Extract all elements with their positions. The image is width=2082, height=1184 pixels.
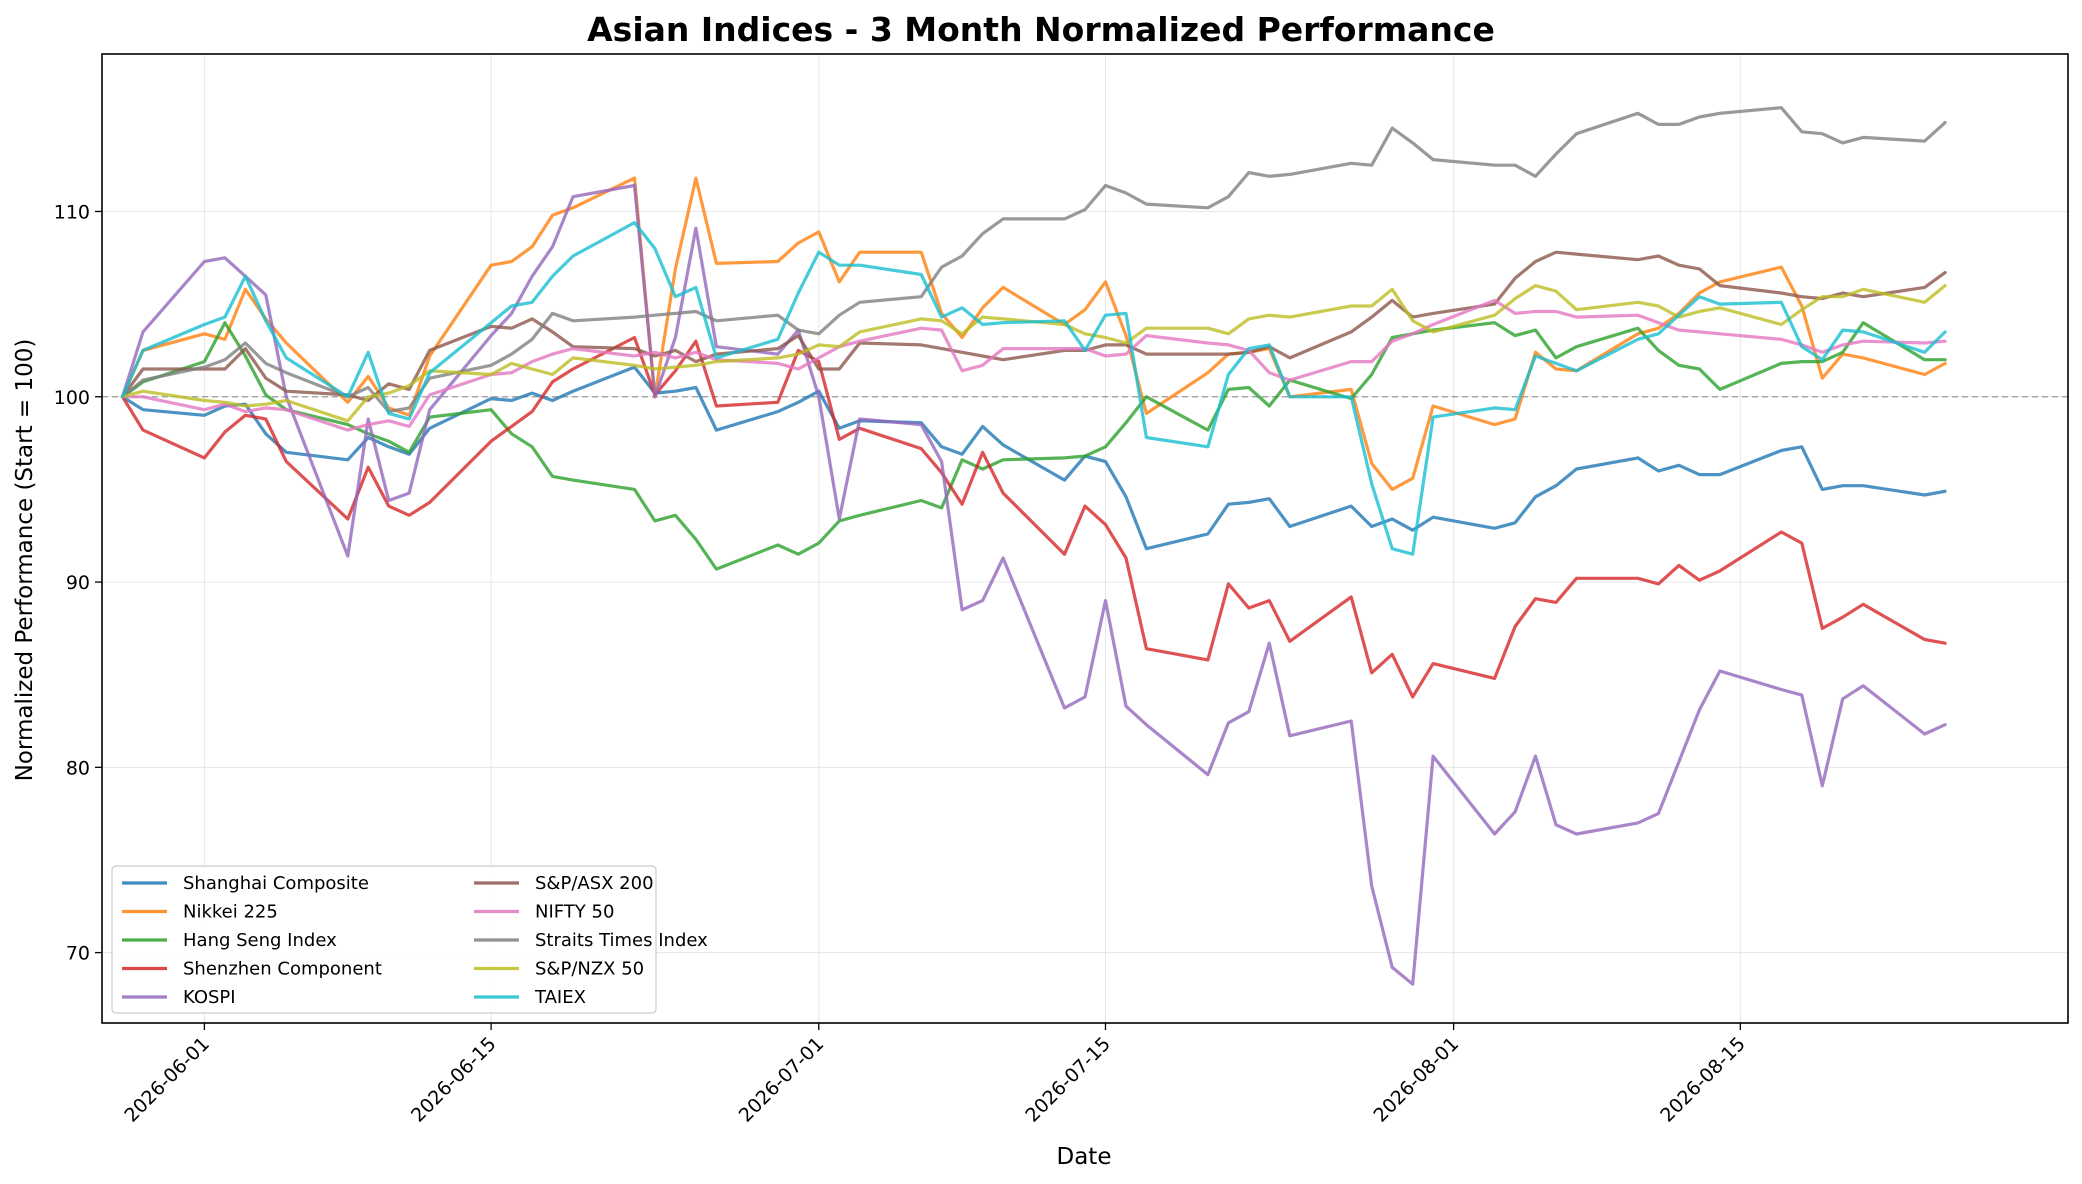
x-tick-label: 2026-08-01: [1370, 1033, 1464, 1127]
series-line-shenzhen-component: [120, 335, 1947, 699]
y-axis-label: Normalized Performance (Start = 100): [12, 339, 38, 782]
y-axis-ticks: 70 80 90 100 110: [54, 201, 102, 965]
x-axis-ticks: 2026-06-01 2026-06-15 2026-07-01 2026-07-15…: [120, 1023, 1750, 1127]
legend: Shanghai Composite Nikkei 225 Hang Seng In…: [111, 865, 708, 1014]
legend-label: Shenzhen Component: [183, 959, 382, 980]
series-line-kospi: [120, 183, 1947, 986]
legend-label: Straits Times Index: [535, 930, 708, 951]
series-line-nikkei-225: [120, 176, 1947, 491]
legend-label: KOSPI: [183, 987, 236, 1008]
y-tick-label: 100: [54, 387, 90, 409]
x-tick-label: 2026-06-01: [120, 1033, 214, 1127]
series-line-shanghai-composite: [120, 365, 1947, 551]
y-tick-label: 110: [54, 201, 90, 223]
series-line-s-p-asx-200: [120, 250, 1947, 403]
series-line-hang-seng-index: [120, 321, 1947, 571]
chart-title: Asian Indices - 3 Month Normalized Perfo…: [587, 10, 1495, 49]
legend-label: Nikkei 225: [183, 902, 278, 923]
x-axis-label: Date: [1057, 1144, 1112, 1170]
legend-label: S&P/ASX 200: [535, 873, 654, 894]
y-tick-label: 80: [66, 757, 90, 779]
x-tick-label: 2026-07-01: [735, 1033, 829, 1127]
legend-label: Shanghai Composite: [183, 873, 369, 894]
legend-label: Hang Seng Index: [183, 930, 337, 951]
legend-label: TAIEX: [534, 987, 586, 1008]
y-tick-label: 90: [66, 572, 90, 594]
series-line-taiex: [120, 221, 1947, 556]
x-tick-label: 2026-06-15: [407, 1033, 501, 1127]
plot-frame: [101, 53, 2069, 1024]
series-group: [120, 106, 1947, 986]
legend-frame: [111, 865, 657, 1014]
series-line-straits-times-index: [120, 106, 1947, 414]
x-tick-label: 2026-08-15: [1656, 1033, 1750, 1127]
legend-label: NIFTY 50: [535, 902, 614, 923]
series-line-nifty-50: [120, 298, 1947, 432]
legend-label: S&P/NZX 50: [535, 959, 644, 980]
y-tick-label: 70: [66, 943, 90, 965]
x-tick-label: 2026-07-15: [1021, 1033, 1115, 1127]
